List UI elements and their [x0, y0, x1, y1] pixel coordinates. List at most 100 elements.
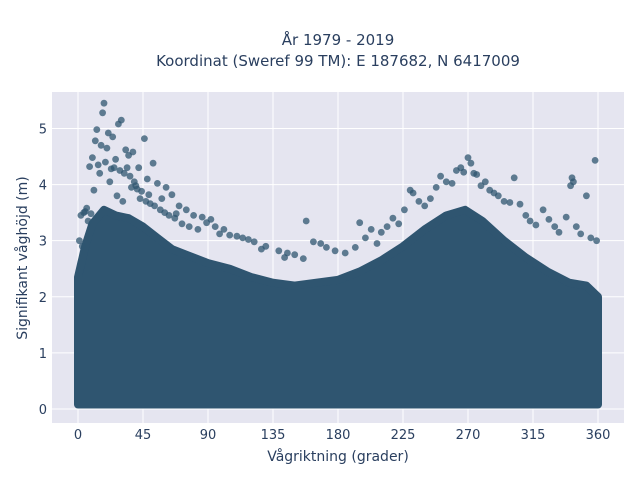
point-cloud-body [74, 205, 602, 409]
data-point [86, 163, 93, 171]
data-point [421, 202, 429, 210]
data-point [583, 192, 590, 200]
x-tick-label: 45 [135, 428, 152, 443]
y-tick-label: 0 [39, 403, 47, 418]
x-tick-label: 315 [521, 428, 546, 443]
data-point [125, 152, 132, 159]
data-point [165, 212, 173, 219]
data-point [130, 178, 138, 186]
dense-point-cloud [74, 205, 602, 409]
data-point [158, 195, 166, 203]
x-tick-label: 360 [586, 428, 611, 443]
data-point [113, 192, 121, 200]
data-point [572, 223, 580, 231]
data-point [299, 255, 307, 262]
data-point [587, 234, 595, 242]
y-tick-label: 3 [39, 235, 47, 250]
x-tick-label: 90 [200, 428, 217, 443]
data-point [245, 236, 252, 243]
data-point [570, 178, 577, 186]
data-point [473, 171, 481, 178]
data-point [142, 198, 150, 205]
data-point [185, 223, 193, 231]
data-point [526, 217, 534, 225]
data-point [154, 180, 161, 187]
data-point [516, 200, 524, 208]
data-point [216, 230, 224, 238]
data-point [78, 242, 86, 250]
x-tick-label: 135 [261, 428, 286, 443]
chart-subtitle: Koordinat (Sweref 99 TM): E 187682, N 64… [156, 52, 520, 70]
data-point [90, 186, 98, 194]
data-point [555, 228, 563, 236]
data-point [551, 223, 559, 231]
data-point [494, 192, 502, 200]
data-point [460, 168, 468, 176]
data-point [415, 198, 423, 205]
data-point [562, 213, 570, 221]
x-tick-label: 270 [456, 428, 481, 443]
chart-title: År 1979 - 2019 [282, 30, 395, 49]
x-tick-label: 180 [326, 428, 351, 443]
data-point [94, 161, 102, 169]
data-point [401, 206, 408, 214]
data-point [545, 216, 553, 223]
y-axis-label: Signifikant våghöjd (m) [14, 176, 31, 339]
data-point [323, 244, 330, 251]
data-point [500, 198, 508, 205]
data-point [106, 178, 114, 186]
data-point [104, 129, 112, 137]
data-point [84, 217, 92, 225]
data-point [123, 164, 131, 172]
data-point [87, 210, 95, 218]
data-point [310, 238, 317, 246]
data-point [373, 240, 381, 247]
data-point [302, 217, 310, 225]
data-point [448, 180, 456, 187]
data-point [220, 226, 228, 233]
data-point [89, 154, 96, 162]
data-point [175, 202, 183, 210]
data-point [341, 249, 349, 257]
data-point [532, 221, 540, 229]
data-point [198, 213, 206, 221]
data-point [291, 251, 299, 259]
data-point [115, 120, 122, 128]
x-tick-label: 0 [74, 428, 82, 443]
data-point [135, 164, 143, 172]
x-axis-ticks: 0 45 90 135 180 225 270 315 360 [74, 428, 611, 443]
data-point [409, 189, 417, 197]
data-points [76, 99, 600, 262]
data-point [171, 214, 179, 222]
data-point [96, 169, 104, 177]
data-point [467, 159, 475, 167]
data-point [77, 212, 85, 219]
data-point [81, 208, 89, 215]
data-point [178, 220, 186, 228]
data-point [76, 237, 83, 245]
x-tick-label: 225 [391, 428, 416, 443]
data-point [226, 231, 234, 239]
data-point [133, 185, 141, 193]
data-point [367, 226, 375, 233]
data-point [168, 191, 176, 199]
data-point [239, 234, 247, 242]
data-point [93, 126, 101, 133]
data-point [100, 99, 108, 107]
data-point [281, 254, 288, 261]
data-point [151, 202, 159, 210]
data-point [122, 146, 130, 154]
data-point [432, 184, 440, 191]
data-point [211, 223, 219, 231]
data-point [383, 223, 391, 231]
data-point [145, 191, 153, 199]
data-point [258, 245, 265, 253]
data-point [102, 158, 109, 166]
y-tick-label: 1 [39, 347, 47, 362]
y-tick-label: 2 [39, 291, 47, 306]
data-point [377, 228, 385, 236]
data-point [126, 172, 134, 180]
data-point [233, 232, 241, 240]
data-point [182, 206, 190, 214]
